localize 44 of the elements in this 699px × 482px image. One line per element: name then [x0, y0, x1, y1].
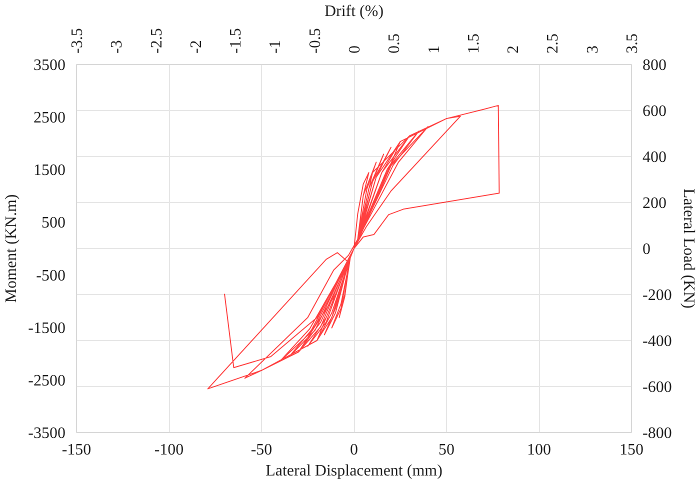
x2-tick-label: -2	[188, 40, 205, 54]
y-tick-label: -2500	[28, 372, 66, 390]
x2-tick-label: 3.5	[624, 34, 641, 54]
y-tick-label: 1500	[34, 162, 66, 180]
x2-tick-label: -1.5	[228, 28, 245, 54]
x-axis-title: Lateral Displacement (mm)	[266, 462, 442, 480]
x-tick-label: 100	[527, 442, 551, 458]
y2-tick-label: 400	[642, 149, 666, 166]
x-tick-label: 0	[350, 442, 358, 458]
x-tick-label: -100	[154, 442, 184, 458]
y2-tick-label: -400	[642, 333, 672, 350]
x2-tick-label: -0.5	[306, 28, 324, 54]
x2-tick-label: 1.5	[465, 34, 482, 54]
y-tick-label: 500	[42, 214, 66, 232]
y2-tick-label: 600	[642, 103, 666, 120]
x-tick-label: 150	[620, 442, 644, 458]
x2-tick-label: -3.5	[69, 28, 86, 54]
x2-tick-label: 0.5	[386, 34, 404, 54]
x2-tick-label: 2	[505, 46, 522, 54]
y2-tick-label: -800	[642, 425, 672, 442]
y-tick-label: 3500	[34, 57, 66, 74]
x2-tick-label: 1	[426, 46, 443, 54]
y-tick-label: -500	[36, 267, 66, 284]
y2-tick-label: 200	[642, 195, 666, 212]
x2-tick-label: 3	[584, 46, 602, 54]
x2-tick-label: 0	[346, 46, 364, 54]
y-axis-title: Moment (KN.m)	[3, 194, 20, 303]
y-tick-label: -1500	[28, 320, 66, 337]
y2-tick-label: -200	[642, 287, 672, 304]
x2-tick-label: -2.5	[148, 28, 166, 54]
x2-tick-label: -1	[267, 40, 284, 54]
y-tick-label: -3500	[28, 425, 66, 442]
x-tick-label: -150	[62, 442, 92, 458]
y2-tick-label: 0	[642, 241, 650, 258]
line-series	[207, 104, 500, 390]
y2-tick-label: 800	[642, 57, 666, 74]
x2-axis-title: Drift (%)	[324, 3, 384, 20]
y2-tick-label: -600	[642, 379, 672, 396]
y-tick-label: 2500	[34, 110, 66, 127]
x2-tick-label: 2.5	[544, 34, 562, 54]
x-tick-label: -50	[250, 442, 272, 458]
x-tick-label: 50	[438, 442, 454, 458]
y2-axis-title: Lateral Load (KN)	[680, 188, 697, 308]
x2-tick-label: -3	[108, 40, 126, 54]
